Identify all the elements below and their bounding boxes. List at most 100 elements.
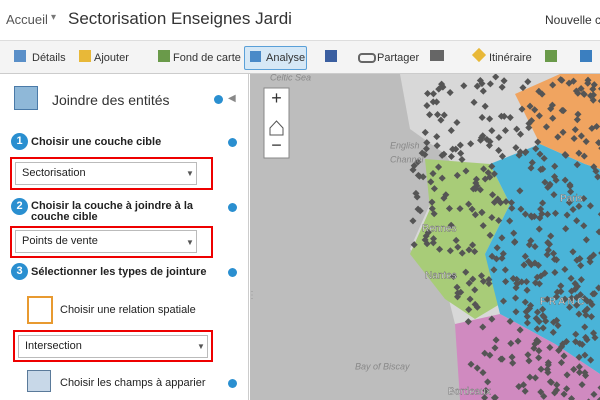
fields-icon [27,370,51,392]
point-symbol [534,138,542,146]
point-symbol [535,112,543,120]
info-icon[interactable] [228,138,237,147]
point-symbol [452,236,460,244]
point-symbol [581,323,589,331]
point-symbol [488,315,496,323]
point-symbol [428,205,436,213]
point-symbol [453,283,461,291]
basemap-button[interactable]: Fond de carte [173,52,241,64]
point-symbol [430,185,438,193]
point-symbol [527,212,535,220]
dropdown-caret: ▼ [197,342,205,351]
info-icon[interactable] [214,95,223,104]
save-icon[interactable] [325,50,337,62]
directions-button[interactable]: Itinéraire [489,52,532,64]
info-icon[interactable] [228,203,237,212]
point-symbol [436,245,444,253]
point-symbol [416,207,424,215]
region-west [410,159,510,319]
point-symbol [528,117,536,125]
point-symbol [557,359,565,367]
add-button[interactable]: Ajouter [94,52,129,64]
point-symbol [498,152,506,160]
analysis-button[interactable]: Analyse [266,52,306,64]
point-symbol [462,167,470,175]
spatial-label: Choisir une relation spatiale [60,304,196,316]
info-icon[interactable] [228,379,237,388]
point-symbol [456,205,464,213]
point-symbol [546,343,554,351]
point-symbol [499,250,507,258]
zoom-out[interactable]: − [271,135,282,155]
point-symbol [539,199,547,207]
point-symbol [557,282,565,290]
point-symbol [501,126,510,135]
dropdown[interactable]: Points de vente [15,230,197,253]
map-label: F R A N C [540,297,584,308]
new-link[interactable]: Nouvelle c [545,13,600,27]
fields-label: Choisir les champs à apparier [60,377,206,389]
point-symbol [497,199,505,207]
step-number: 2 [11,198,28,215]
point-symbol [479,369,487,377]
share-button[interactable]: Partager [377,52,420,64]
dropdown[interactable]: Sectorisation [15,162,197,185]
point-symbol [479,222,487,230]
point-symbol [544,361,552,369]
point-symbol [518,278,526,286]
resize-handle[interactable]: ⋮ [247,290,257,301]
point-symbol [421,128,429,136]
point-symbol [465,246,473,254]
dropdown[interactable]: Intersection [18,335,208,358]
point-symbol [509,359,517,367]
point-symbol [433,98,441,106]
point-symbol [597,97,600,105]
point-symbol [465,200,473,208]
point-symbol [570,134,578,143]
point-symbol [589,251,598,259]
point-symbol [456,141,464,149]
point-symbol [553,381,561,389]
point-symbol [482,386,490,395]
point-symbol [427,178,435,186]
zoom-in[interactable]: + [271,88,282,108]
point-symbol [582,138,590,146]
point-symbol [566,303,574,311]
point-symbol [490,170,498,178]
point-symbol [512,308,520,316]
point-symbol [572,330,580,338]
details-button[interactable]: Détails [32,52,66,64]
point-symbol [424,228,432,237]
point-symbol [526,373,534,381]
point-symbol [506,114,514,122]
point-symbol [568,294,576,302]
print-icon[interactable] [430,50,444,61]
find-icon[interactable] [580,50,592,62]
point-symbol [428,198,436,206]
point-symbol [531,374,539,382]
info-icon[interactable] [228,268,237,277]
point-symbol [528,159,536,167]
point-symbol [449,145,457,153]
collapse-arrow[interactable]: ◀ [228,93,236,104]
map[interactable]: + − Celtic Sea English Channel Paris Rennes N… [250,74,600,400]
point-symbol [549,81,557,89]
highlight-box [10,226,213,258]
point-symbol [488,252,496,260]
home-link[interactable]: Accueil [6,12,48,27]
point-symbol [495,216,503,225]
step-label: Choisir une couche cible [31,136,162,148]
measure-icon[interactable] [545,50,557,62]
point-symbol [478,113,486,121]
point-symbol [454,243,462,251]
home-button[interactable] [269,120,284,136]
point-symbol [458,155,466,164]
point-symbol [597,384,600,392]
map-title: Sectorisation Enseignes Jardi [68,9,292,28]
point-symbol [490,266,498,274]
point-symbol [540,154,548,162]
point-symbol [429,90,437,98]
point-symbol [508,353,516,361]
point-symbol [512,294,520,302]
